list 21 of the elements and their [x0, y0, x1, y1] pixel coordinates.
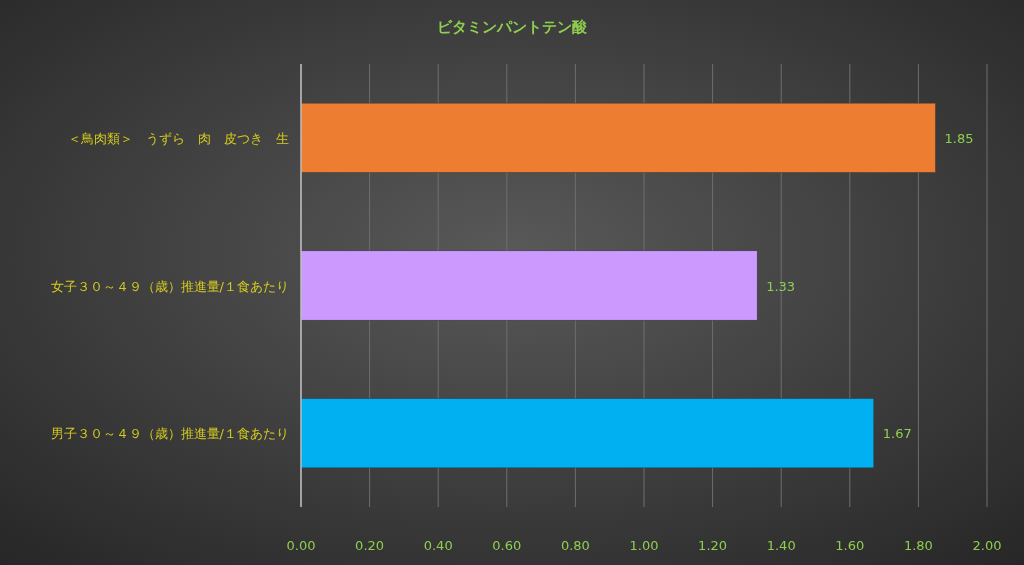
bar: [300, 250, 758, 321]
x-tick-label: 0.20: [355, 538, 385, 553]
y-tick-label: 女子３０～４９（歳）推進量/１食あたり: [50, 278, 289, 294]
y-tick-label: 男子３０～４９（歳）推進量/１食あたり: [50, 426, 289, 442]
data-label: 1.85: [944, 130, 974, 146]
x-tick-label: 0.00: [286, 538, 316, 553]
chart-title: ビタミンパントテン酸: [437, 18, 588, 36]
x-tick-label: 1.60: [835, 538, 865, 553]
x-tick-label: 2.00: [972, 538, 1002, 553]
x-tick-label: 1.20: [698, 538, 728, 553]
x-tick-label: 1.00: [629, 538, 659, 553]
x-tick-label: 1.80: [903, 538, 933, 553]
x-tick-label: 0.60: [492, 538, 522, 553]
data-label: 1.67: [882, 426, 912, 442]
x-tick-label: 0.80: [560, 538, 590, 553]
data-label: 1.33: [766, 278, 796, 294]
y-tick-label: ＜鳥肉類＞ うずら 肉 皮つき 生: [68, 130, 289, 146]
x-tick-label: 1.40: [766, 538, 796, 553]
bar: [300, 398, 875, 469]
x-tick-label: 0.40: [423, 538, 453, 553]
bar: [300, 102, 936, 173]
